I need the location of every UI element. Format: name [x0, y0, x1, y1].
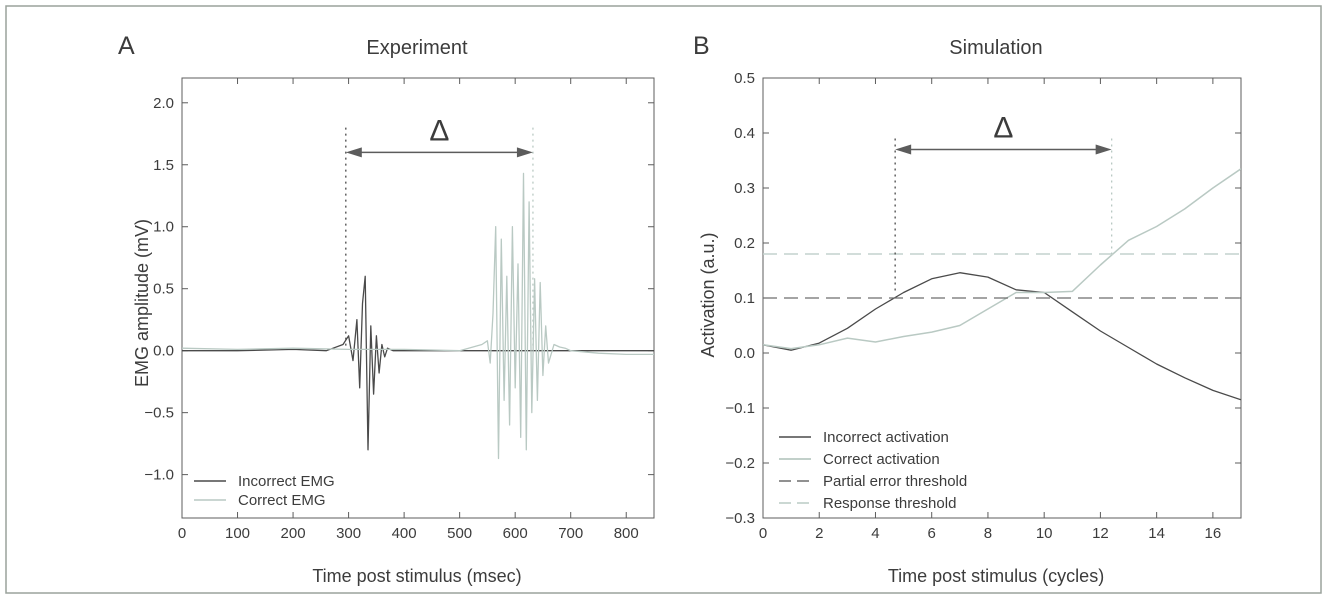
panel-a-xtick-label: 700 — [558, 525, 583, 542]
panel-b-series-incorrect-activation — [763, 272, 1241, 401]
panel-a-ytick-label: 1.5 — [153, 157, 174, 174]
panel-a-title: Experiment — [366, 37, 468, 59]
panel-a-xtick-label: 300 — [336, 525, 361, 542]
panel-b-legend-label: Incorrect activation — [823, 429, 949, 446]
panel-b-ytick-label: 0.1 — [734, 290, 755, 307]
panel-b-xtick-label: 2 — [815, 525, 823, 542]
panel-b-delta-arrow-left — [895, 144, 912, 155]
panel-b-xtick-label: 6 — [928, 525, 936, 542]
panel-a-xtick-label: 200 — [281, 525, 306, 542]
panel-a-ytick-label: −0.5 — [144, 405, 174, 422]
panel-b-legend-label: Response threshold — [823, 495, 956, 512]
panel-a: A Experiment Time post stimulus (msec) E… — [118, 32, 655, 586]
panel-b-plot: 0 2 4 6 8 10 12 14 16 −0.3 −0.2 −0.1 0.0 0.1 0.2 0.3 0.4… — [725, 70, 1242, 542]
panel-b-xtick-label: 8 — [984, 525, 992, 542]
panel-a-ylabel: EMG amplitude (mV) — [132, 219, 152, 387]
panel-a-ytick-label: 0.5 — [153, 281, 174, 298]
panel-a-axes-box — [181, 77, 655, 519]
panel-b-ytick-label: 0.0 — [734, 345, 755, 362]
panel-a-xtick-label: 0 — [178, 525, 186, 542]
panel-b-ytick-label: 0.5 — [734, 70, 755, 87]
panel-a-ytick-label: −1.0 — [144, 467, 174, 484]
panel-a-xlabel: Time post stimulus (msec) — [312, 566, 521, 586]
panel-b-ytick-label: −0.3 — [725, 510, 755, 527]
panel-b-ytick-label: 0.4 — [734, 125, 755, 142]
panel-b-xtick-label: 14 — [1148, 525, 1165, 542]
panel-a-xtick-label: 500 — [447, 525, 472, 542]
figure-frame — [5, 5, 1322, 594]
panel-a-xtick-label: 400 — [392, 525, 417, 542]
panel-b-delta-label: Δ — [993, 112, 1013, 145]
panel-a-legend-label: Correct EMG — [238, 492, 326, 509]
panel-a-ytick-label: 2.0 — [153, 95, 174, 112]
panel-b-xtick-label: 12 — [1092, 525, 1109, 542]
panel-b-ytick-label: 0.2 — [734, 235, 755, 252]
panel-b-series-group — [763, 168, 1241, 401]
panel-b-xtick-label: 4 — [871, 525, 879, 542]
panel-a-xtick-label: 100 — [225, 525, 250, 542]
panel-b-legend-label: Correct activation — [823, 451, 940, 468]
panel-a-xtick-label: 800 — [614, 525, 639, 542]
panel-a-series-correct-emg — [182, 172, 654, 460]
panel-a-legend-label: Incorrect EMG — [238, 473, 335, 490]
panel-b-xtick-label: 16 — [1205, 525, 1222, 542]
panel-a-label: A — [118, 32, 135, 60]
panel-b-legend-label: Partial error threshold — [823, 473, 967, 490]
panel-a-delta-arrow-left — [345, 147, 362, 158]
panel-a-ytick-label: 1.0 — [153, 219, 174, 236]
panel-b-label: B — [693, 32, 710, 60]
panel-b-series-correct-activation — [763, 168, 1241, 350]
panel-a-series-incorrect-emg — [182, 275, 654, 451]
panel-b-title: Simulation — [949, 37, 1042, 59]
panel-b-xtick-label: 10 — [1036, 525, 1053, 542]
panel-b-xlabel: Time post stimulus (cycles) — [888, 566, 1104, 586]
panel-b-ytick-label: −0.1 — [725, 400, 755, 417]
panel-b-ytick-label: −0.2 — [725, 455, 755, 472]
panel-b: B Simulation Time post stimulus (cycles)… — [693, 32, 1242, 586]
panel-a-plot: 0 100 200 300 400 500 600 700 800 −1.0 −0.5 0.0 0.5 1… — [144, 77, 655, 542]
panel-b-ytick-label: 0.3 — [734, 180, 755, 197]
panel-b-ylabel: Activation (a.u.) — [698, 232, 718, 357]
panel-a-ytick-label: 0.0 — [153, 343, 174, 360]
panel-a-delta-label: Δ — [429, 114, 449, 147]
panel-b-xtick-label: 0 — [759, 525, 767, 542]
panel-a-delta-arrow-right — [516, 147, 533, 158]
panel-a-xtick-label: 600 — [503, 525, 528, 542]
panel-a-series-group — [182, 172, 654, 460]
panel-b-delta-arrow-right — [1095, 144, 1112, 155]
